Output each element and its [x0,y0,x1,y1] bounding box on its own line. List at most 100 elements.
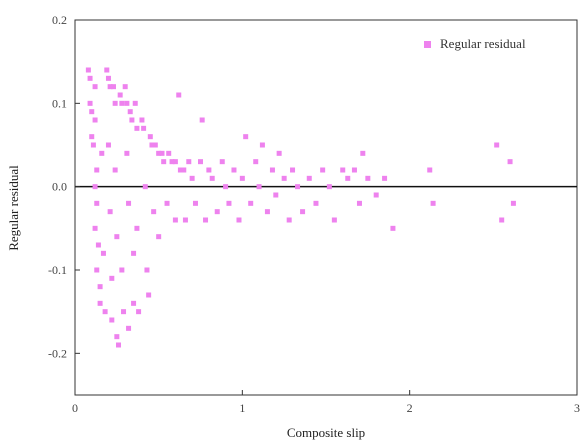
data-point [94,200,100,206]
data-point [139,117,145,123]
data-point [144,267,150,273]
data-point [100,250,106,256]
data-point [95,242,101,248]
data-point [109,275,115,281]
data-point [129,117,135,123]
data-point [176,92,182,98]
data-point [151,209,157,215]
data-point [172,159,178,165]
data-point [243,134,249,140]
data-point [107,209,113,215]
data-point [172,217,178,223]
data-point [226,200,232,206]
data-point [351,167,357,173]
data-point [142,184,148,190]
data-point [281,175,287,181]
data-point [149,142,155,148]
data-point [203,217,209,223]
data-point [219,159,225,165]
data-point [134,225,140,231]
data-point [90,142,96,148]
data-point [360,150,366,156]
data-point [97,284,103,290]
data-point [99,150,105,156]
data-point [131,300,137,306]
data-point [89,134,95,140]
data-point [164,200,170,206]
data-point [92,117,98,123]
data-point [147,134,153,140]
data-point [92,184,98,190]
x-axis-ticks: 0 1 2 3 [72,390,580,415]
data-point [127,109,133,115]
data-point [146,292,152,298]
data-point [373,192,379,198]
data-point [273,192,279,198]
data-point [112,167,118,173]
data-point [248,200,254,206]
data-point [306,175,312,181]
data-point [114,234,120,240]
data-point [152,142,158,148]
data-point [105,75,111,81]
y-tick-label: 0.1 [52,96,67,110]
data-point [131,250,137,256]
data-point [286,217,292,223]
y-axis-ticks: -0.2 -0.1 0.0 0.1 0.2 [48,13,80,360]
data-point [92,225,98,231]
data-point [132,100,138,106]
x-axis-title: Composite slip [287,425,365,440]
legend-label: Regular residual [440,36,526,51]
data-point [295,184,301,190]
data-point [126,325,132,331]
data-point [209,175,215,181]
data-point [365,175,371,181]
data-point [214,209,220,215]
data-point [259,142,265,148]
data-point [390,225,396,231]
data-point [269,167,275,173]
data-point [87,75,93,81]
data-point [122,84,128,90]
data-point [105,142,111,148]
data-point [507,159,513,165]
data-point [116,342,122,348]
y-tick-label: 0.0 [52,180,67,194]
data-point [159,150,165,156]
x-tick-label: 0 [72,401,78,415]
data-point [326,184,332,190]
data-point [119,100,125,106]
x-tick-label: 1 [239,401,245,415]
data-point [206,167,212,173]
data-point [320,167,326,173]
data-point [223,184,229,190]
legend-marker [424,41,431,48]
data-point [169,159,175,165]
x-tick-label: 3 [574,401,580,415]
data-point [166,150,172,156]
data-point [499,217,505,223]
data-point [181,167,187,173]
data-point [92,84,98,90]
data-point [156,150,162,156]
data-point [430,200,436,206]
data-point [189,175,195,181]
data-point [182,217,188,223]
data-point [239,175,245,181]
data-point [198,159,203,165]
data-point [345,175,351,181]
data-point [94,267,100,273]
data-point [114,334,120,340]
data-point [126,200,132,206]
data-point [107,84,113,90]
data-point [109,317,115,323]
data-point [102,309,108,315]
data-point [313,200,319,206]
data-point [89,109,95,115]
data-point [382,175,388,181]
data-point [117,92,123,98]
plot-frame [74,19,578,396]
data-point [134,125,140,131]
data-point [104,67,110,73]
